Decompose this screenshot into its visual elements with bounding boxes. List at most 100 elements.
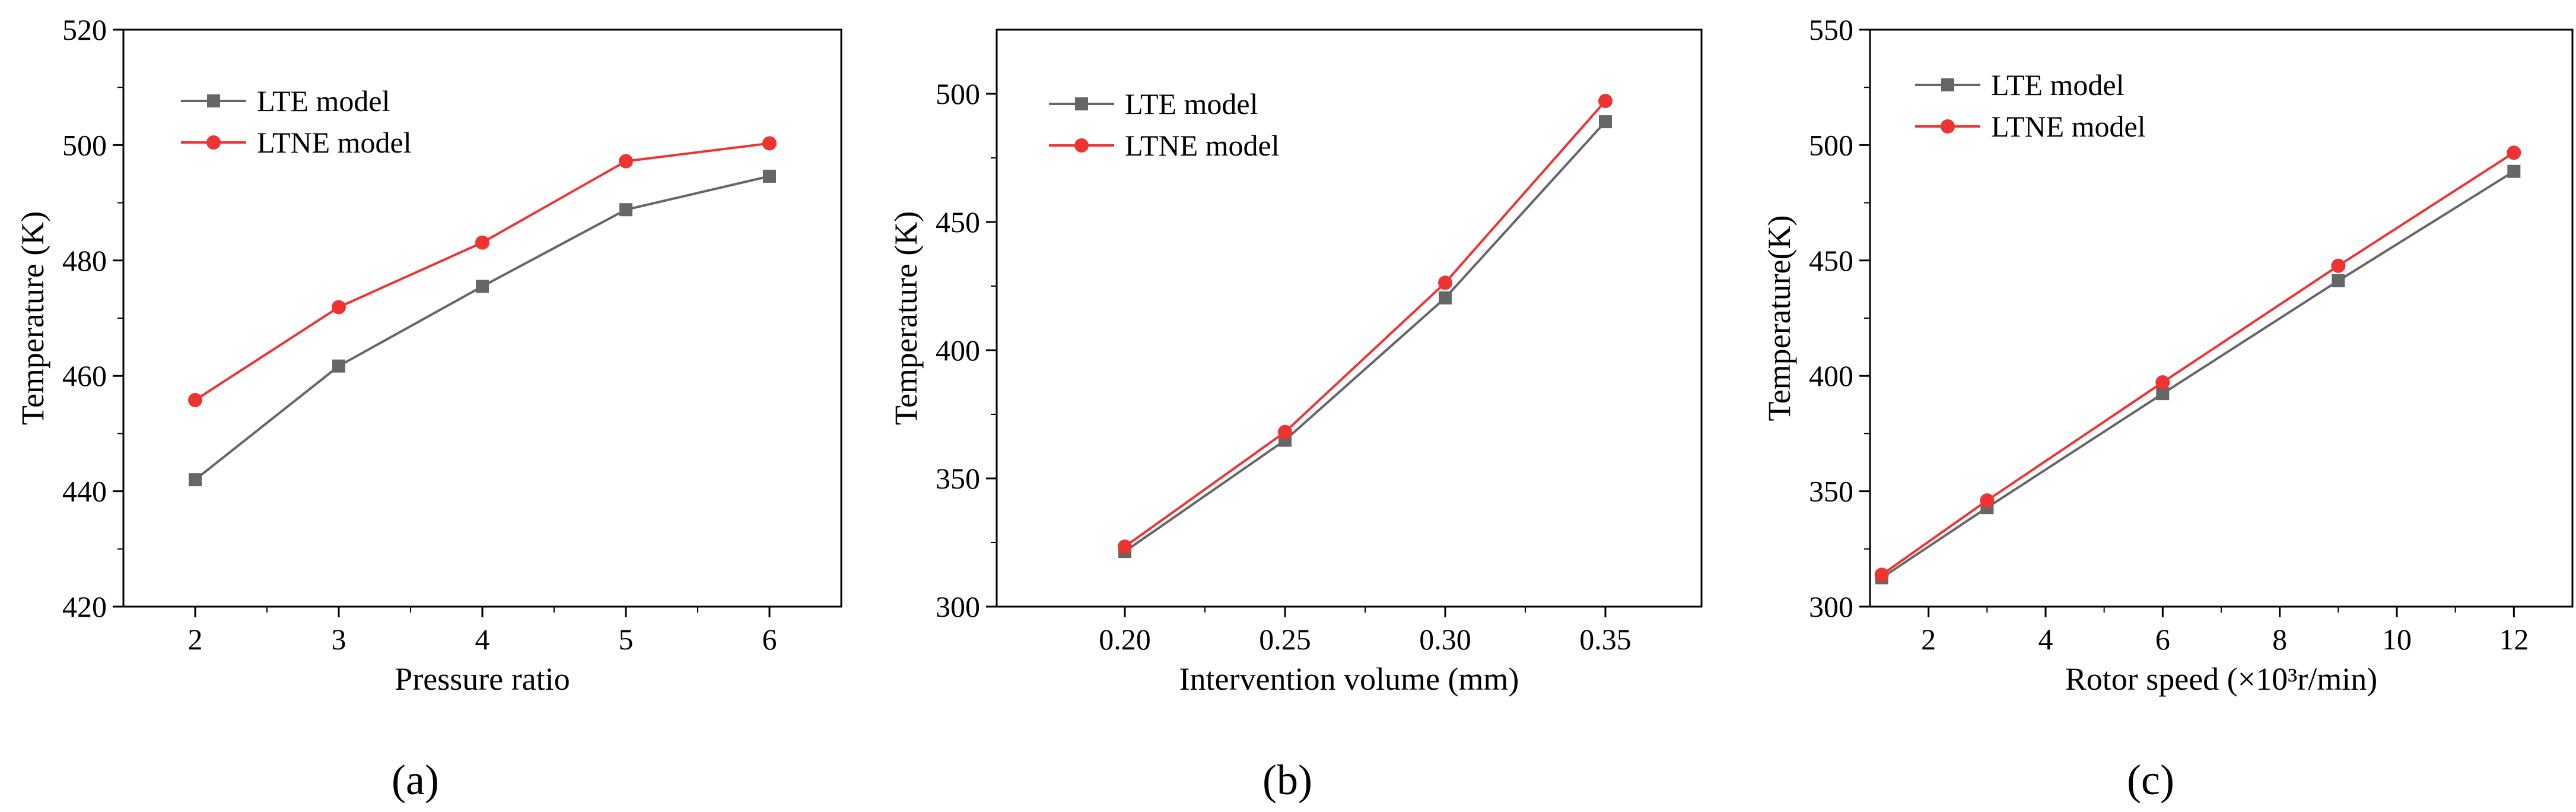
series-lte (1875, 164, 2521, 585)
y-tick-label: 460 (62, 359, 107, 392)
data-point-circle (619, 154, 633, 169)
x-tick-label: 6 (2155, 623, 2170, 656)
x-tick-label: 4 (475, 623, 490, 656)
data-point-square (763, 169, 776, 183)
y-tick-label: 450 (1809, 244, 1853, 277)
data-point-circle (332, 300, 346, 315)
legend-entry: LTE model (1049, 87, 1258, 120)
plot-frame (996, 28, 1703, 608)
chart-panel-a: 2 3 4 5 6 420 440 460 480 500 520 Pressure ratio Tem… (15, 13, 842, 804)
series-line (1124, 100, 1607, 548)
series-line (194, 175, 770, 481)
legend-label: LTNE model (1125, 129, 1280, 162)
data-point-square (476, 280, 489, 293)
panel-label: (c) (2127, 756, 2174, 804)
y-tick-label: 400 (1809, 359, 1853, 392)
data-point-square (1439, 291, 1452, 304)
x-axis-title: Pressure ratio (395, 661, 570, 697)
x-tick-label: 2 (188, 623, 203, 656)
y-tick-label: 520 (62, 13, 107, 46)
data-point-square (619, 203, 632, 217)
data-point-square (1599, 115, 1612, 129)
chart-panel-b: 0.20 0.25 0.30 0.35 300 350 400 450 500 Intervent… (888, 28, 1703, 804)
chart-panel-c: 2 4 6 8 10 12 300 350 400 450 500 550 Rotor speed (×… (1761, 13, 2574, 804)
y-tick-label: 420 (62, 590, 107, 623)
series-line (194, 142, 770, 401)
data-point-circle (475, 235, 489, 250)
y-tick-label: 300 (1809, 590, 1853, 623)
data-point-square (2156, 387, 2170, 401)
data-point-circle (1980, 493, 1995, 508)
legend-entry: LTNE model (1049, 129, 1280, 162)
data-point-circle (1118, 539, 1132, 554)
y-tick-label: 550 (1809, 13, 1853, 46)
data-point-circle (1598, 94, 1613, 109)
plot-frame (122, 28, 842, 608)
legend-marker-circle (1074, 138, 1089, 153)
x-tick-label: 4 (2038, 623, 2053, 656)
legend-label: LTNE model (1991, 110, 2146, 143)
data-point-circle (2155, 375, 2170, 390)
x-tick-label: 12 (2499, 623, 2529, 656)
x-tick-label: 5 (619, 623, 634, 656)
x-axis-title: Intervention volume (mm) (1179, 661, 1519, 697)
legend-label: LTNE model (257, 126, 412, 159)
legend-label: LTE model (1991, 68, 2125, 102)
data-point-circle (762, 136, 777, 151)
legend-entry: LTNE model (1915, 110, 2146, 143)
x-tick-label: 6 (762, 623, 777, 656)
data-point-square (2507, 164, 2521, 178)
legend-entry: LTE model (1915, 68, 2125, 102)
x-tick-label: 0.30 (1419, 623, 1471, 656)
legend-label: LTE model (257, 84, 390, 118)
series-ltne (188, 136, 777, 408)
panel-label: (b) (1262, 756, 1312, 804)
x-tick-label: 0.35 (1579, 623, 1632, 656)
x-tick-label: 8 (2272, 623, 2287, 656)
x-tick-label: 3 (332, 623, 346, 656)
legend-label: LTE model (1125, 87, 1258, 120)
y-axis-title: Temperature (K) (15, 211, 50, 426)
legend-marker-square (1941, 78, 1954, 91)
y-tick-label: 350 (936, 462, 980, 495)
x-tick-label: 2 (1921, 623, 1936, 656)
series-ltne (1874, 145, 2521, 582)
data-point-circle (2507, 145, 2521, 160)
series-lte (1118, 115, 1612, 559)
series-line (1124, 120, 1607, 553)
legend-marker-circle (206, 135, 221, 150)
legend-marker-square (1075, 97, 1088, 110)
series-ltne (1118, 94, 1613, 554)
x-tick-label: 10 (2382, 623, 2412, 656)
y-tick-label: 450 (936, 205, 980, 239)
data-point-circle (1278, 424, 1292, 439)
y-tick-label: 480 (62, 244, 107, 277)
data-point-square (332, 359, 345, 373)
y-tick-label: 300 (936, 590, 980, 623)
plot-frame (1869, 28, 2574, 608)
data-point-circle (2331, 258, 2346, 273)
y-axis-title: Temperature (K) (888, 211, 924, 426)
legend-marker-square (207, 94, 220, 107)
y-tick-label: 350 (1809, 475, 1853, 508)
x-tick-label: 0.20 (1099, 623, 1151, 656)
legend-marker-circle (1941, 119, 1955, 134)
data-point-circle (1438, 275, 1452, 290)
y-axis-title: Temperature(K) (1761, 215, 1797, 421)
legend-entry: LTNE model (181, 126, 412, 159)
series-line (1881, 151, 2515, 576)
data-point-square (189, 473, 202, 487)
panel-label: (a) (392, 756, 439, 804)
x-tick-label: 0.25 (1259, 623, 1311, 656)
y-tick-label: 500 (1809, 128, 1853, 161)
series-lte (189, 169, 776, 487)
data-point-circle (188, 393, 202, 408)
data-point-square (2332, 274, 2345, 288)
data-point-circle (1874, 567, 1889, 582)
series-line (1881, 170, 2515, 579)
legend-entry: LTE model (181, 84, 390, 118)
y-tick-label: 400 (936, 334, 980, 367)
y-tick-label: 500 (62, 128, 107, 161)
y-tick-label: 500 (936, 77, 980, 110)
